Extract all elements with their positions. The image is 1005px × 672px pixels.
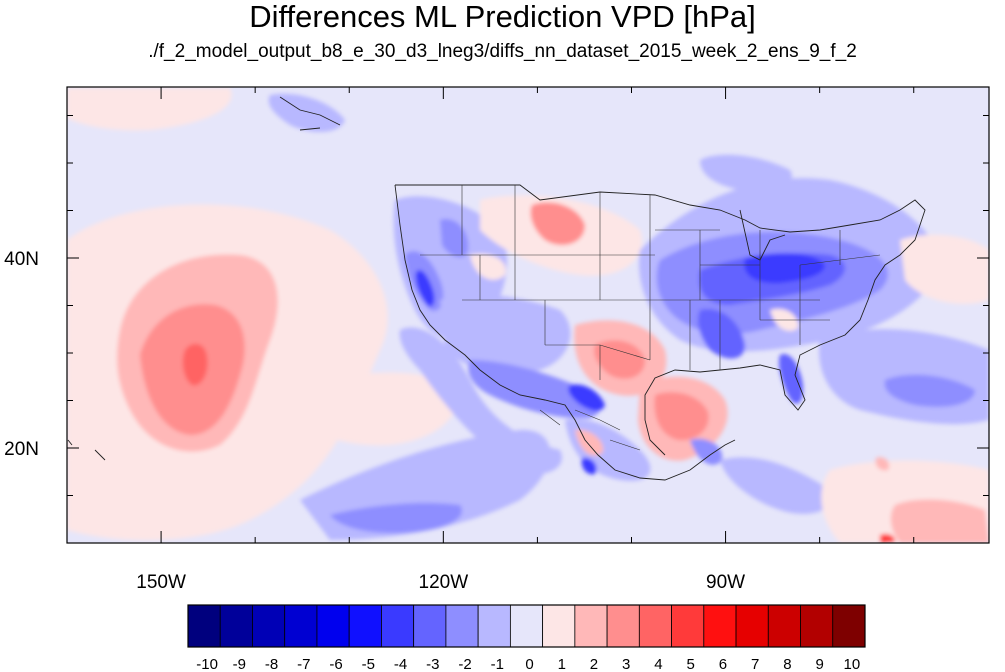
colorbar-swatch bbox=[703, 604, 737, 648]
colorbar-label: 7 bbox=[751, 656, 759, 672]
anomaly-field bbox=[67, 88, 989, 543]
colorbar-swatch bbox=[606, 604, 640, 648]
anomaly-region bbox=[415, 270, 435, 307]
colorbar-label: -3 bbox=[426, 656, 439, 672]
colorbar-swatch bbox=[767, 604, 801, 648]
colorbar-label: 8 bbox=[783, 656, 791, 672]
colorbar-swatch bbox=[445, 604, 479, 648]
anomaly-region bbox=[875, 457, 890, 471]
lon-tick-label: 120W bbox=[419, 572, 469, 593]
colorbar-swatch bbox=[509, 604, 544, 648]
colorbar-swatch bbox=[252, 604, 286, 648]
anomaly-region bbox=[700, 154, 792, 192]
anomaly-region bbox=[440, 294, 571, 374]
anomaly-region bbox=[654, 392, 709, 441]
colorbar-label: 6 bbox=[719, 656, 727, 672]
colorbar-label: 0 bbox=[525, 656, 533, 672]
colorbar-swatch bbox=[316, 604, 350, 648]
colorbar-swatch bbox=[800, 604, 834, 648]
colorbar: -10 -9 -8 -7 -6 -5 -4 -3 -2 -1 0 1 2 3 4 5 6 7 8 9 10 bbox=[187, 604, 866, 672]
colorbar-label: 10 bbox=[844, 656, 861, 672]
anomaly-region bbox=[581, 457, 597, 475]
colorbar-label: -4 bbox=[394, 656, 407, 672]
anomaly-region bbox=[399, 327, 562, 474]
colorbar-swatch bbox=[348, 604, 382, 648]
anomaly-region bbox=[468, 360, 601, 419]
colorbar-label: 5 bbox=[687, 656, 695, 672]
colorbar-swatch bbox=[477, 604, 511, 648]
colorbar-label: -9 bbox=[233, 656, 246, 672]
anomaly-region bbox=[720, 457, 832, 514]
colorbar-label: 1 bbox=[558, 656, 566, 672]
colorbar-label: -1 bbox=[491, 656, 504, 672]
colorbar-label: -7 bbox=[297, 656, 310, 672]
anomaly-region bbox=[884, 374, 975, 407]
map-tick-labels: 150W 120W 90W 40N 20N bbox=[4, 249, 745, 593]
colorbar-swatch bbox=[574, 604, 608, 648]
anomaly-region bbox=[290, 372, 457, 446]
colorbar-label: -10 bbox=[196, 656, 218, 672]
colorbar-swatch bbox=[413, 604, 447, 648]
colorbar-swatch bbox=[381, 604, 415, 648]
anomaly-region bbox=[67, 88, 232, 131]
anomaly-region bbox=[530, 202, 585, 245]
lat-tick-label: 20N bbox=[4, 439, 39, 460]
colorbar-swatch bbox=[671, 604, 705, 648]
anomaly-region bbox=[182, 343, 208, 386]
colorbar-swatch bbox=[735, 604, 769, 648]
colorbar-label: -8 bbox=[265, 656, 278, 672]
colorbar-label: -5 bbox=[362, 656, 375, 672]
map-title: Differences ML Prediction VPD [hPa] bbox=[249, 0, 756, 34]
colorbar-swatch bbox=[284, 604, 318, 648]
map-frame bbox=[66, 86, 990, 544]
lon-tick-label: 90W bbox=[706, 572, 745, 593]
anomaly-region bbox=[575, 429, 604, 456]
anomaly-region bbox=[330, 503, 462, 534]
anomaly-region bbox=[470, 253, 506, 280]
anomaly-region bbox=[744, 253, 825, 284]
colorbar-label: 3 bbox=[622, 656, 630, 672]
coastlines bbox=[67, 96, 926, 481]
lat-tick-label: 40N bbox=[4, 249, 39, 270]
anomaly-region bbox=[880, 533, 896, 543]
map-plot-area bbox=[67, 87, 989, 543]
map-subtitle: ./f_2_model_output_b8_e_30_d3_lneg3/diff… bbox=[148, 41, 857, 62]
anomaly-region bbox=[698, 309, 745, 359]
colorbar-label: 2 bbox=[590, 656, 598, 672]
colorbar-label: -2 bbox=[458, 656, 471, 672]
colorbar-label: -6 bbox=[329, 656, 342, 672]
anomaly-region bbox=[890, 499, 989, 543]
colorbar-swatch bbox=[832, 604, 866, 648]
colorbar-label: 9 bbox=[815, 656, 823, 672]
lon-tick-label: 150W bbox=[136, 572, 186, 593]
state-borders bbox=[420, 185, 881, 451]
anomaly-region bbox=[268, 93, 345, 132]
colorbar-swatch bbox=[638, 604, 672, 648]
anomaly-region bbox=[440, 219, 469, 258]
colorbar-swatch bbox=[219, 604, 253, 648]
colorbar-frame bbox=[187, 604, 866, 648]
colorbar-swatch bbox=[542, 604, 576, 648]
anomaly-region bbox=[900, 234, 989, 304]
colorbar-swatch bbox=[187, 604, 221, 648]
map-ticks bbox=[67, 87, 989, 543]
colorbar-label: 4 bbox=[654, 656, 662, 672]
anomaly-region bbox=[594, 340, 645, 379]
anomaly-region bbox=[690, 438, 723, 465]
anomaly-region bbox=[568, 384, 605, 411]
